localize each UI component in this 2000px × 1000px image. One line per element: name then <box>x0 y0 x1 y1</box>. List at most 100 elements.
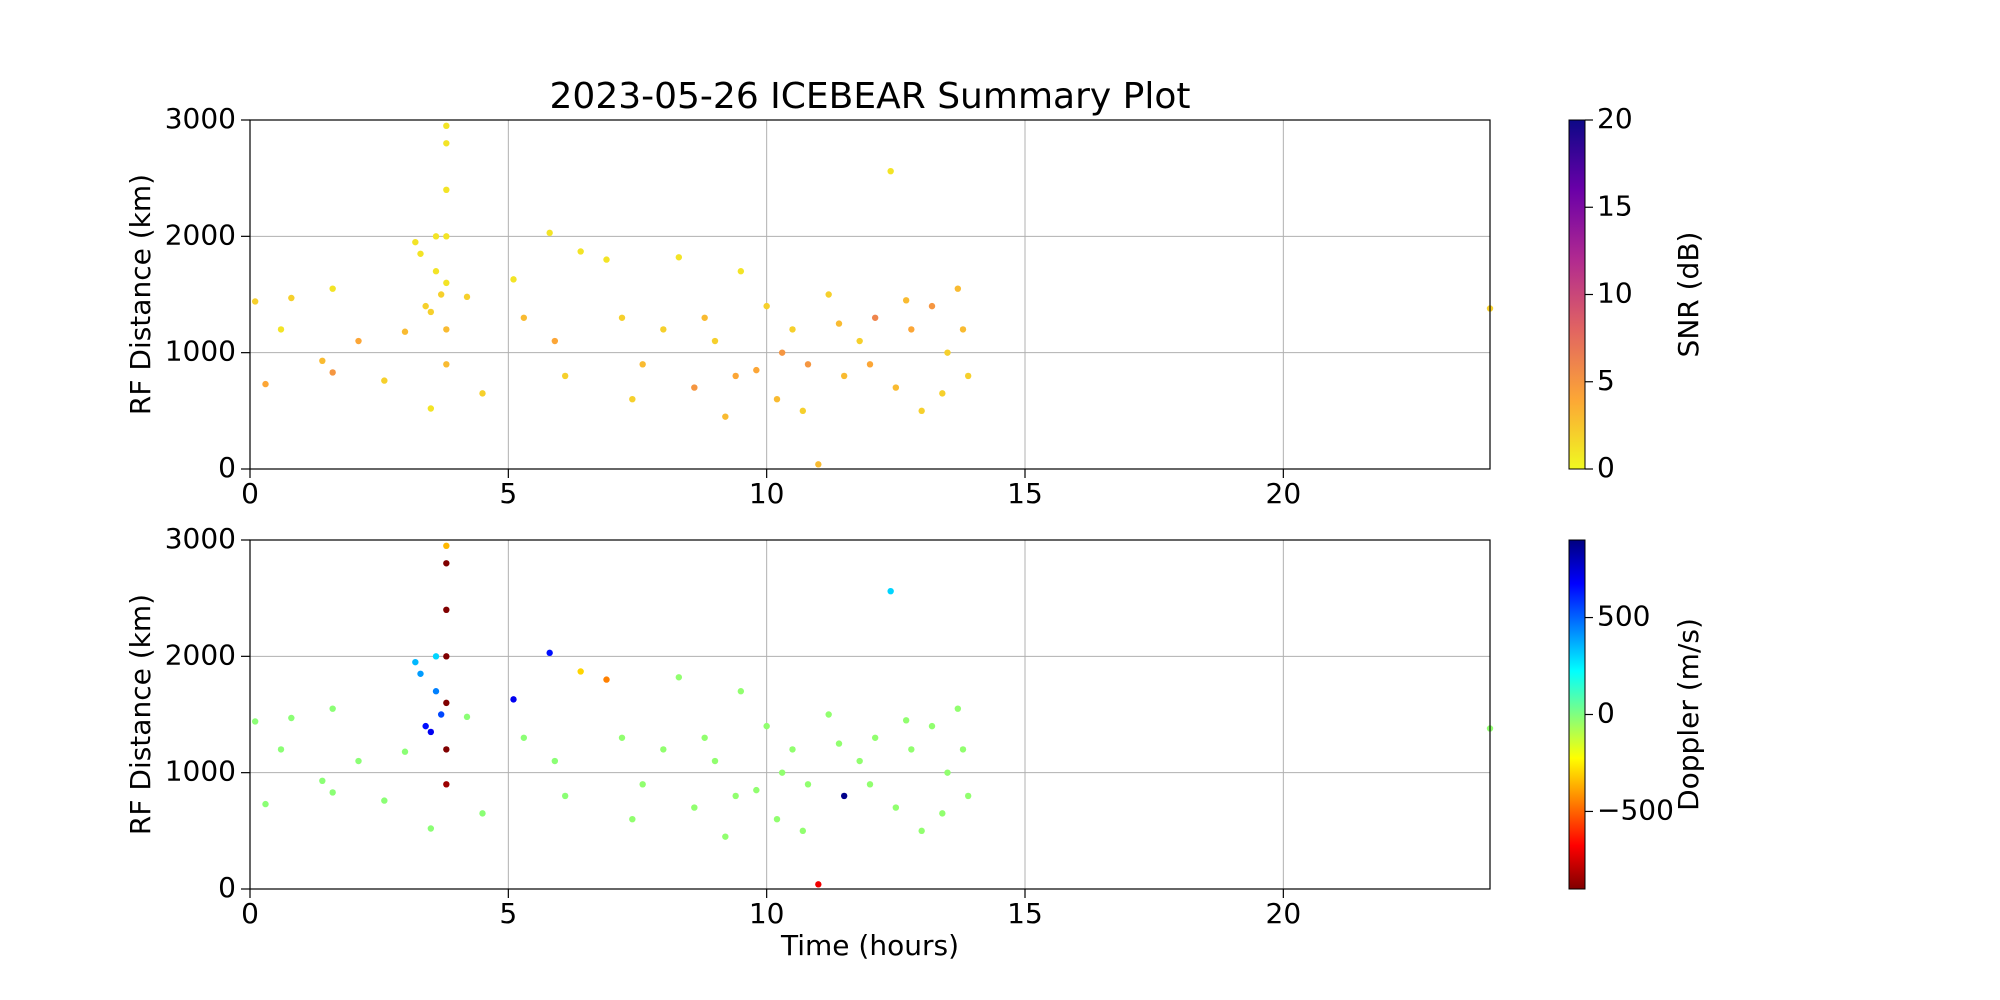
data-point <box>443 606 450 613</box>
data-point <box>443 560 450 567</box>
x-tick-label: 5 <box>499 477 517 510</box>
data-point <box>329 285 336 292</box>
data-point <box>711 757 719 765</box>
data-point <box>866 361 874 368</box>
data-point <box>660 326 667 333</box>
data-point <box>417 250 424 257</box>
y-tick-label: 0 <box>218 451 236 484</box>
data-point <box>918 827 925 835</box>
x-tick-label: 10 <box>749 477 785 510</box>
data-point <box>432 233 440 240</box>
data-point <box>319 777 326 785</box>
y-tick-label: 2000 <box>165 218 236 251</box>
data-point <box>701 734 708 741</box>
data-point <box>675 674 683 681</box>
x-tick-label: 0 <box>241 477 259 510</box>
x-axis-label: Time (hours) <box>780 929 959 962</box>
data-point <box>432 268 440 275</box>
data-point <box>277 746 285 753</box>
colorbar-tick-label: 15 <box>1597 189 1633 222</box>
data-point <box>427 308 435 316</box>
colorbar-tick-label: 0 <box>1597 697 1615 730</box>
data-point <box>660 746 667 753</box>
data-point <box>753 786 760 794</box>
data-point <box>939 390 946 397</box>
data-point <box>520 734 528 741</box>
colorbar <box>1568 119 1586 470</box>
data-point <box>381 797 388 804</box>
data-point <box>618 314 626 321</box>
plot-frame <box>249 539 1491 890</box>
data-point <box>763 722 770 730</box>
data-point <box>804 781 812 788</box>
data-point <box>908 326 915 333</box>
data-point <box>381 377 388 384</box>
data-point <box>918 407 925 415</box>
data-point <box>551 337 559 345</box>
data-point <box>959 746 967 753</box>
data-point <box>789 746 796 753</box>
data-point <box>443 653 450 660</box>
data-point <box>561 372 569 380</box>
data-point <box>856 337 863 345</box>
data-point <box>443 326 450 333</box>
data-point <box>887 587 894 595</box>
data-point <box>422 302 429 310</box>
y-tick-label: 1000 <box>165 755 236 788</box>
data-point <box>432 688 440 695</box>
data-point <box>639 361 646 368</box>
data-point <box>551 757 559 765</box>
colorbar-tick-label: −500 <box>1597 793 1674 826</box>
data-point <box>871 734 879 741</box>
data-point <box>603 676 610 683</box>
y-axis-label: RF Distance (km) <box>124 174 157 415</box>
colorbar-tick-label: 500 <box>1597 600 1650 633</box>
data-point <box>417 670 424 677</box>
colorbar-tick-label: 5 <box>1597 364 1615 397</box>
data-point <box>427 825 435 832</box>
x-tick-label: 20 <box>1266 897 1302 930</box>
data-point <box>355 337 362 345</box>
colorbar-label: SNR (dB) <box>1672 232 1705 358</box>
data-point <box>840 792 848 800</box>
x-tick-label: 5 <box>499 897 517 930</box>
data-point <box>871 314 879 321</box>
data-point <box>479 810 486 817</box>
data-point <box>443 140 450 147</box>
data-point <box>277 326 285 333</box>
data-point <box>959 326 967 333</box>
data-point <box>443 233 450 240</box>
y-tick-label: 3000 <box>165 102 236 135</box>
data-point <box>251 718 259 725</box>
data-point <box>329 789 336 796</box>
y-axis-label: RF Distance (km) <box>124 594 157 835</box>
data-point <box>804 361 812 368</box>
data-point <box>964 372 972 380</box>
data-point <box>928 722 936 730</box>
data-point <box>629 396 636 403</box>
plot-frame <box>249 119 1491 470</box>
data-point <box>944 769 951 776</box>
data-point <box>701 314 708 321</box>
colorbar <box>1568 539 1586 890</box>
data-point <box>939 810 946 817</box>
y-tick-label: 3000 <box>165 522 236 555</box>
data-point <box>753 366 760 374</box>
data-point <box>262 380 269 388</box>
data-point <box>711 337 719 345</box>
data-point <box>789 326 796 333</box>
data-point <box>825 291 832 298</box>
x-tick-label: 15 <box>1007 477 1043 510</box>
data-point <box>510 276 517 283</box>
data-point <box>520 314 528 321</box>
colorbar-tick-label: 0 <box>1597 451 1615 484</box>
data-point <box>546 649 553 657</box>
data-point <box>675 254 683 261</box>
data-point <box>856 757 863 765</box>
data-point <box>479 390 486 397</box>
data-point <box>892 384 900 391</box>
data-point <box>443 781 450 788</box>
data-point <box>561 792 569 800</box>
data-point <box>722 833 729 840</box>
